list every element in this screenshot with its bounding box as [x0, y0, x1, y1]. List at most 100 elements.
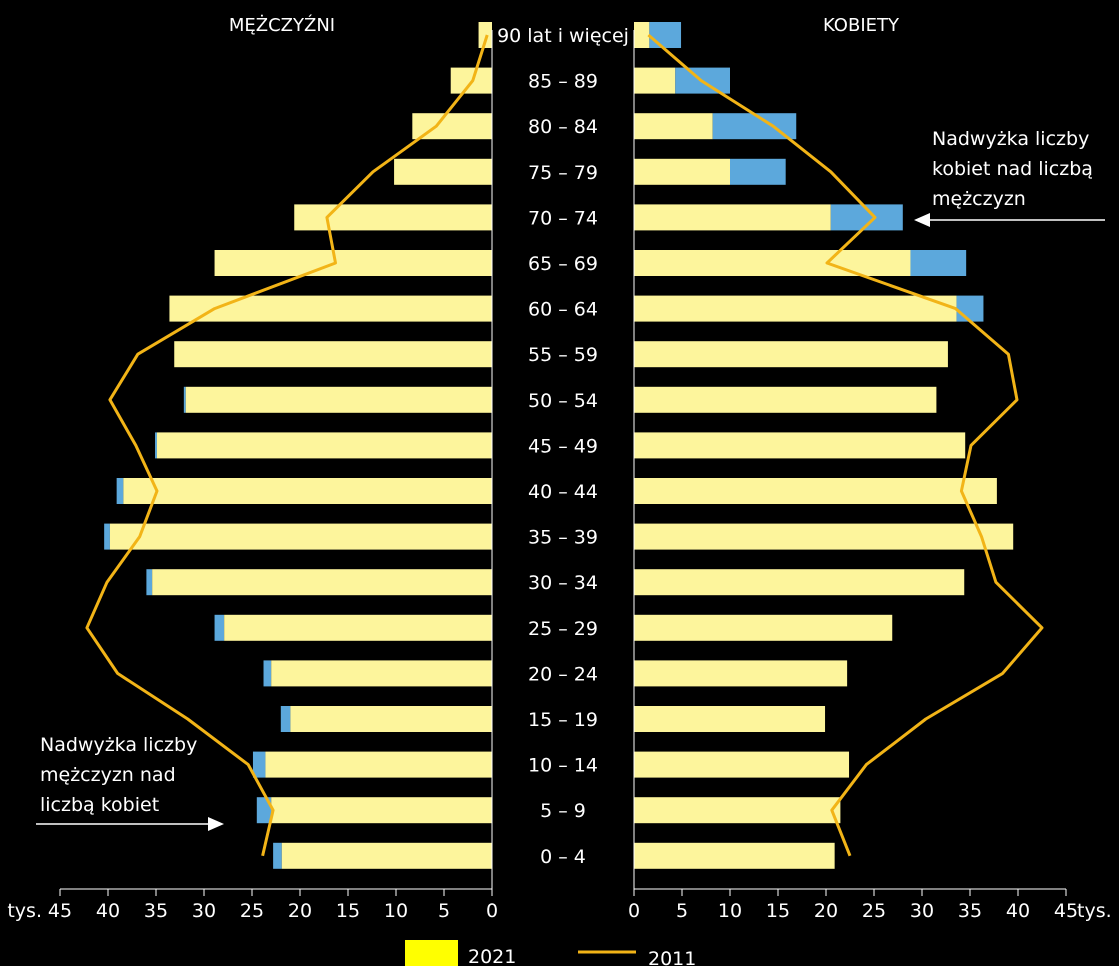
women-bar-2021: [634, 660, 848, 687]
men-excess-annotation-line-1: Nadwyżka liczby: [40, 734, 197, 756]
women-bar-2021: [634, 22, 650, 48]
women-excess-bar: [956, 295, 984, 322]
age-group-label: 50 – 54: [528, 390, 598, 412]
men-bar-2021: [123, 478, 493, 504]
men-excess-bar: [155, 432, 157, 459]
men-bar-2021: [294, 204, 492, 231]
age-group-label: 15 – 19: [528, 709, 598, 731]
legend-label-2011: 2011: [648, 948, 696, 966]
women-x-tick-label: 0: [628, 900, 640, 922]
women-bar-2021: [634, 250, 911, 276]
women-x-tick-label: 45: [1054, 900, 1078, 922]
women-bar-2021: [634, 478, 997, 504]
men-bar-2021: [174, 341, 493, 368]
women-excess-bar: [910, 250, 967, 276]
women-excess-annotation-line-2: kobiet nad liczbą: [932, 158, 1093, 180]
axes-layer: 0 0 5 5 10 10 15 15 20 20 25 25 30 30 35 35 40 40 45 45: [48, 30, 1078, 922]
men-excess-bar: [273, 842, 282, 869]
women-bar-2021: [634, 341, 948, 368]
men-bar-2021: [224, 614, 492, 641]
men-excess-bar: [214, 614, 225, 641]
men-bar-2021: [109, 523, 493, 550]
men-bar-2021: [169, 295, 492, 322]
women-x-tick-label: 15: [766, 900, 790, 922]
women-x-tick-label: 35: [958, 900, 982, 922]
men-line-2011: [85, 34, 489, 857]
men-bar-2021: [281, 842, 492, 869]
age-group-label: 65 – 69: [528, 253, 598, 275]
women-x-tick-label: 5: [676, 900, 688, 922]
age-group-label: 25 – 29: [528, 618, 598, 640]
women-line-2011: [647, 33, 1044, 857]
women-bar-2021: [634, 67, 676, 94]
men-excess-bar: [280, 706, 291, 732]
age-group-label: 10 – 14: [528, 755, 598, 777]
age-group-label: 75 – 79: [528, 162, 598, 184]
men-x-tick-label: 30: [192, 900, 216, 922]
women-bar-2021: [634, 386, 937, 413]
age-group-label: 55 – 59: [528, 344, 598, 366]
age-group-label: 5 – 9: [540, 800, 586, 822]
men-excess-bar: [263, 660, 272, 687]
men-x-tick-label: 0: [486, 900, 498, 922]
men-bar-2021: [271, 797, 492, 824]
men-bar-2021: [290, 706, 492, 732]
men-x-tick-label: 45: [48, 900, 72, 922]
men-title: MĘŻCZYŹNI: [229, 14, 335, 36]
women-title: KOBIETY: [823, 15, 900, 36]
men-x-tick-label: 35: [144, 900, 168, 922]
women-bar-2021: [634, 204, 831, 231]
category-labels: 90 lat i więcej 85 – 89 80 – 84 75 – 79 70 –…: [497, 25, 629, 868]
age-group-label: 45 – 49: [528, 435, 598, 457]
men-excess-arrow-head: [208, 817, 224, 831]
bars-layer: [104, 22, 1014, 869]
women-excess-arrow-head: [914, 213, 930, 227]
men-bar-2021: [394, 158, 492, 185]
women-bar-2021: [634, 432, 966, 459]
women-bar-2021: [634, 706, 826, 732]
women-x-tick-label: 40: [1006, 900, 1030, 922]
men-bar-2021: [152, 569, 492, 596]
men-excess-bar: [104, 523, 110, 550]
women-bar-2021: [634, 751, 850, 778]
age-group-label: 35 – 39: [528, 527, 598, 549]
men-bar-2021: [185, 386, 492, 413]
age-group-label: 30 – 34: [528, 572, 598, 594]
women-bar-2021: [634, 842, 835, 869]
age-group-label: 0 – 4: [540, 846, 586, 868]
men-excess-bar: [183, 386, 186, 413]
men-bar-2021: [271, 660, 492, 687]
age-group-label: 90 lat i więcej: [497, 25, 629, 47]
unit-label-right: tys.: [1077, 900, 1112, 922]
legend-swatch-2021: [405, 940, 458, 966]
women-x-tick-label: 25: [862, 900, 886, 922]
age-group-label: 60 – 64: [528, 299, 598, 321]
women-x-tick-label: 20: [814, 900, 838, 922]
women-bar-2021: [634, 113, 713, 140]
lines-layer: [85, 33, 1044, 857]
women-excess-bar: [649, 22, 682, 48]
men-excess-bar: [146, 569, 153, 596]
age-group-label: 20 – 24: [528, 663, 598, 685]
men-x-tick-label: 15: [336, 900, 360, 922]
men-bar-2021: [156, 432, 492, 459]
men-excess-bar: [256, 797, 272, 824]
women-x-tick-label: 30: [910, 900, 934, 922]
women-bar-2021: [634, 295, 957, 322]
men-excess-bar: [252, 751, 266, 778]
women-bar-2021: [634, 523, 1014, 550]
men-bar-2021: [478, 22, 492, 48]
men-bar-2021: [265, 751, 492, 778]
women-x-tick-label: 10: [718, 900, 742, 922]
age-group-label: 40 – 44: [528, 481, 598, 503]
age-group-label: 70 – 74: [528, 207, 598, 229]
women-excess-bar: [730, 158, 786, 185]
men-x-tick-label: 25: [240, 900, 264, 922]
unit-label-left: tys.: [7, 900, 42, 922]
women-bar-2021: [634, 569, 965, 596]
women-bar-2021: [634, 158, 730, 185]
women-excess-annotation-line-1: Nadwyżka liczby: [932, 128, 1089, 150]
age-group-label: 80 – 84: [528, 116, 598, 138]
men-excess-bar: [116, 478, 124, 504]
